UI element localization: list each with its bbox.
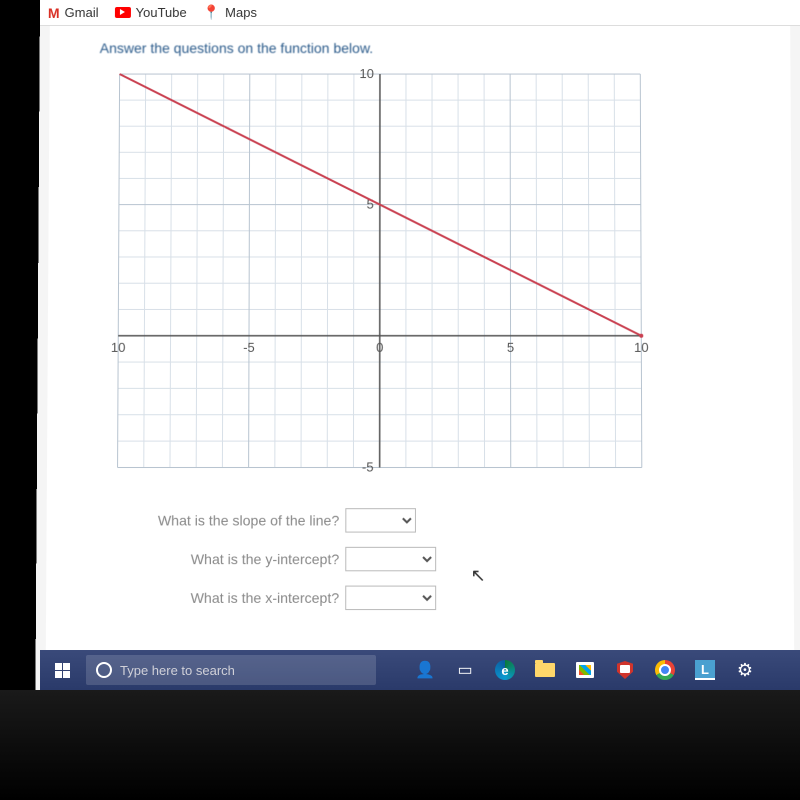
bookmark-label: YouTube bbox=[136, 5, 187, 20]
question-label: What is the y-intercept? bbox=[137, 551, 339, 567]
store-button[interactable] bbox=[568, 653, 602, 687]
questions: What is the slope of the line? What is t… bbox=[137, 508, 764, 610]
explorer-button[interactable] bbox=[528, 653, 562, 687]
question-row: What is the y-intercept? bbox=[137, 547, 763, 571]
svg-text:10: 10 bbox=[634, 340, 649, 355]
edge-icon: e bbox=[495, 660, 515, 680]
bookmarks-bar: M Gmail YouTube 📍 Maps bbox=[40, 0, 800, 26]
svg-text:5: 5 bbox=[507, 340, 514, 355]
bookmark-gmail[interactable]: M Gmail bbox=[48, 4, 99, 20]
svg-text:-5: -5 bbox=[243, 340, 255, 355]
mic-icon[interactable]: 👤 bbox=[408, 653, 442, 687]
question-label: What is the slope of the line? bbox=[137, 512, 339, 528]
content-area: Answer the questions on the function bel… bbox=[46, 26, 795, 694]
bezel-left bbox=[0, 0, 40, 800]
folder-icon bbox=[535, 663, 555, 677]
settings-button[interactable]: ⚙ bbox=[728, 653, 762, 687]
chrome-icon bbox=[655, 660, 675, 680]
bookmark-label: Gmail bbox=[65, 5, 99, 20]
bookmark-label: Maps bbox=[225, 5, 257, 20]
chrome-button[interactable] bbox=[648, 653, 682, 687]
gmail-icon: M bbox=[48, 4, 60, 20]
taskbar-search[interactable]: Type here to search bbox=[86, 655, 376, 685]
mcafee-button[interactable] bbox=[608, 653, 642, 687]
question-label: What is the x-intercept? bbox=[137, 590, 339, 606]
prompt-text: Answer the questions on the function bel… bbox=[80, 36, 761, 64]
app-l-button[interactable]: L bbox=[688, 653, 722, 687]
chart-svg: 10-50510-5510 bbox=[97, 64, 662, 488]
svg-text:-5: -5 bbox=[362, 459, 374, 474]
slope-select[interactable] bbox=[345, 508, 416, 532]
y-intercept-select[interactable] bbox=[345, 547, 436, 571]
question-row: What is the x-intercept? bbox=[137, 586, 764, 610]
screen: M Gmail YouTube 📍 Maps Answer the questi… bbox=[35, 0, 800, 698]
x-intercept-select[interactable] bbox=[345, 586, 436, 610]
svg-text:10: 10 bbox=[359, 66, 373, 81]
question-row: What is the slope of the line? bbox=[137, 508, 763, 532]
l-icon: L bbox=[695, 660, 715, 680]
windows-icon bbox=[55, 663, 70, 678]
cortana-icon bbox=[96, 662, 112, 678]
edge-button[interactable]: e bbox=[488, 653, 522, 687]
chart: 10-50510-5510 bbox=[97, 64, 662, 488]
taskbar: Type here to search 👤 ▭ e L ⚙ bbox=[40, 650, 800, 690]
svg-text:0: 0 bbox=[376, 340, 383, 355]
search-placeholder: Type here to search bbox=[120, 663, 235, 678]
store-icon bbox=[576, 662, 594, 678]
shield-icon bbox=[617, 661, 633, 679]
youtube-icon bbox=[115, 7, 131, 18]
svg-text:10: 10 bbox=[111, 340, 126, 355]
bookmark-maps[interactable]: 📍 Maps bbox=[203, 4, 257, 21]
desk-edge bbox=[0, 690, 800, 800]
bookmark-youtube[interactable]: YouTube bbox=[115, 5, 187, 20]
start-button[interactable] bbox=[44, 652, 80, 688]
task-view-icon[interactable]: ▭ bbox=[448, 653, 482, 687]
maps-icon: 📍 bbox=[203, 4, 221, 21]
